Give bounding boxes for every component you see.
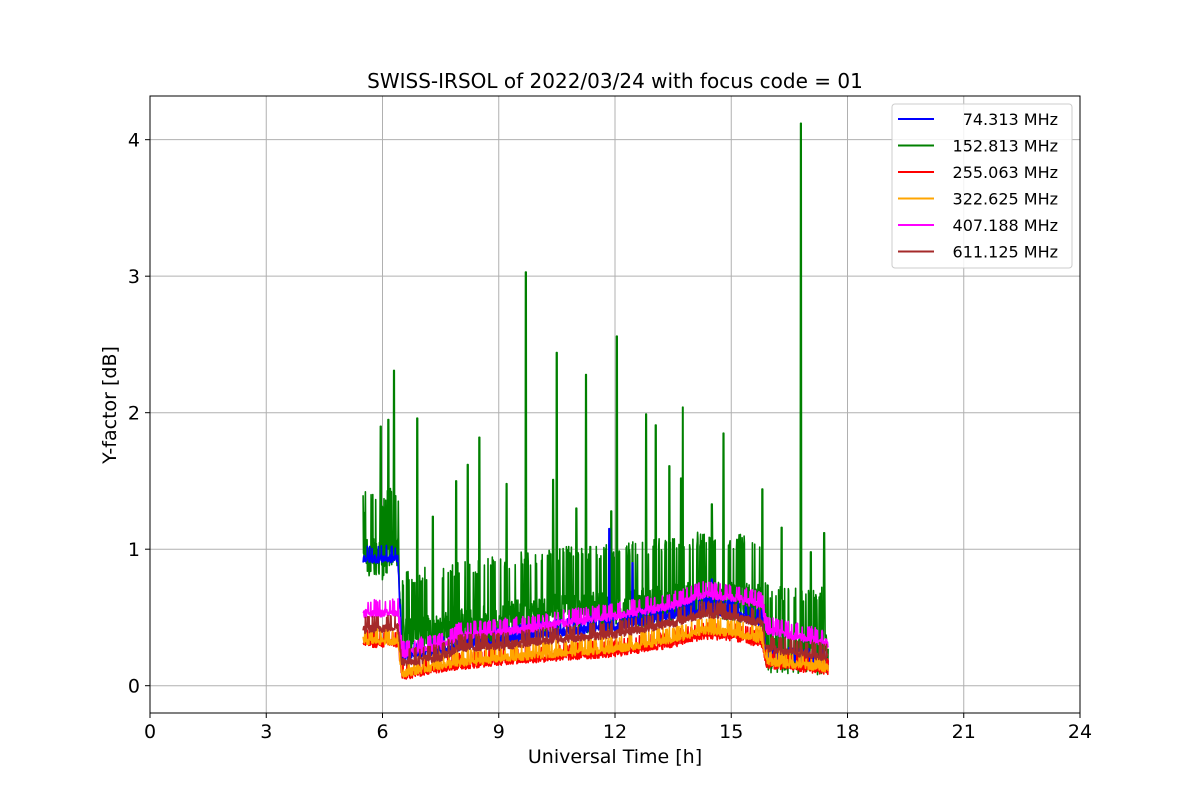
legend-entry: 407.188 MHz [953,216,1058,235]
legend: 74.313 MHz 152.813 MHz 255.063 MHz 322.625 … [891,103,1073,269]
y-axis: 0 1 2 3 4 [128,130,150,698]
x-tick-label: 24 [1068,721,1092,743]
y-tick-label: 2 [128,403,140,425]
x-tick-label: 0 [144,721,156,743]
legend-box [891,103,1073,269]
x-tick-label: 6 [376,721,388,743]
x-axis: 0 3 6 9 12 15 18 21 24 [144,713,1092,743]
y-tick-label: 1 [128,539,140,561]
x-tick-label: 18 [835,721,859,743]
legend-entry: 152.813 MHz [953,137,1058,156]
y-tick-label: 4 [128,130,140,152]
y-axis-label: Y-factor [dB] [99,346,121,465]
series-line [362,616,829,678]
y-tick-label: 3 [128,266,140,288]
legend-entry: 74.313 MHz [963,110,1058,129]
y-tick-label: 0 [128,676,140,698]
legend-entry: 255.063 MHz [953,163,1058,182]
series-line [362,600,829,667]
legend-entry: 322.625 MHz [953,190,1058,209]
x-tick-label: 3 [260,721,272,743]
x-tick-label: 12 [603,721,627,743]
x-tick-label: 9 [493,721,505,743]
series-line [362,527,829,668]
x-axis-label: Universal Time [h] [528,746,702,768]
x-tick-label: 21 [952,721,976,743]
legend-entry: 611.125 MHz [953,243,1058,262]
x-tick-label: 15 [719,721,743,743]
series-line [362,580,829,659]
series-layer [362,122,829,680]
chart-title: SWISS-IRSOL of 2022/03/24 with focus cod… [367,69,863,93]
